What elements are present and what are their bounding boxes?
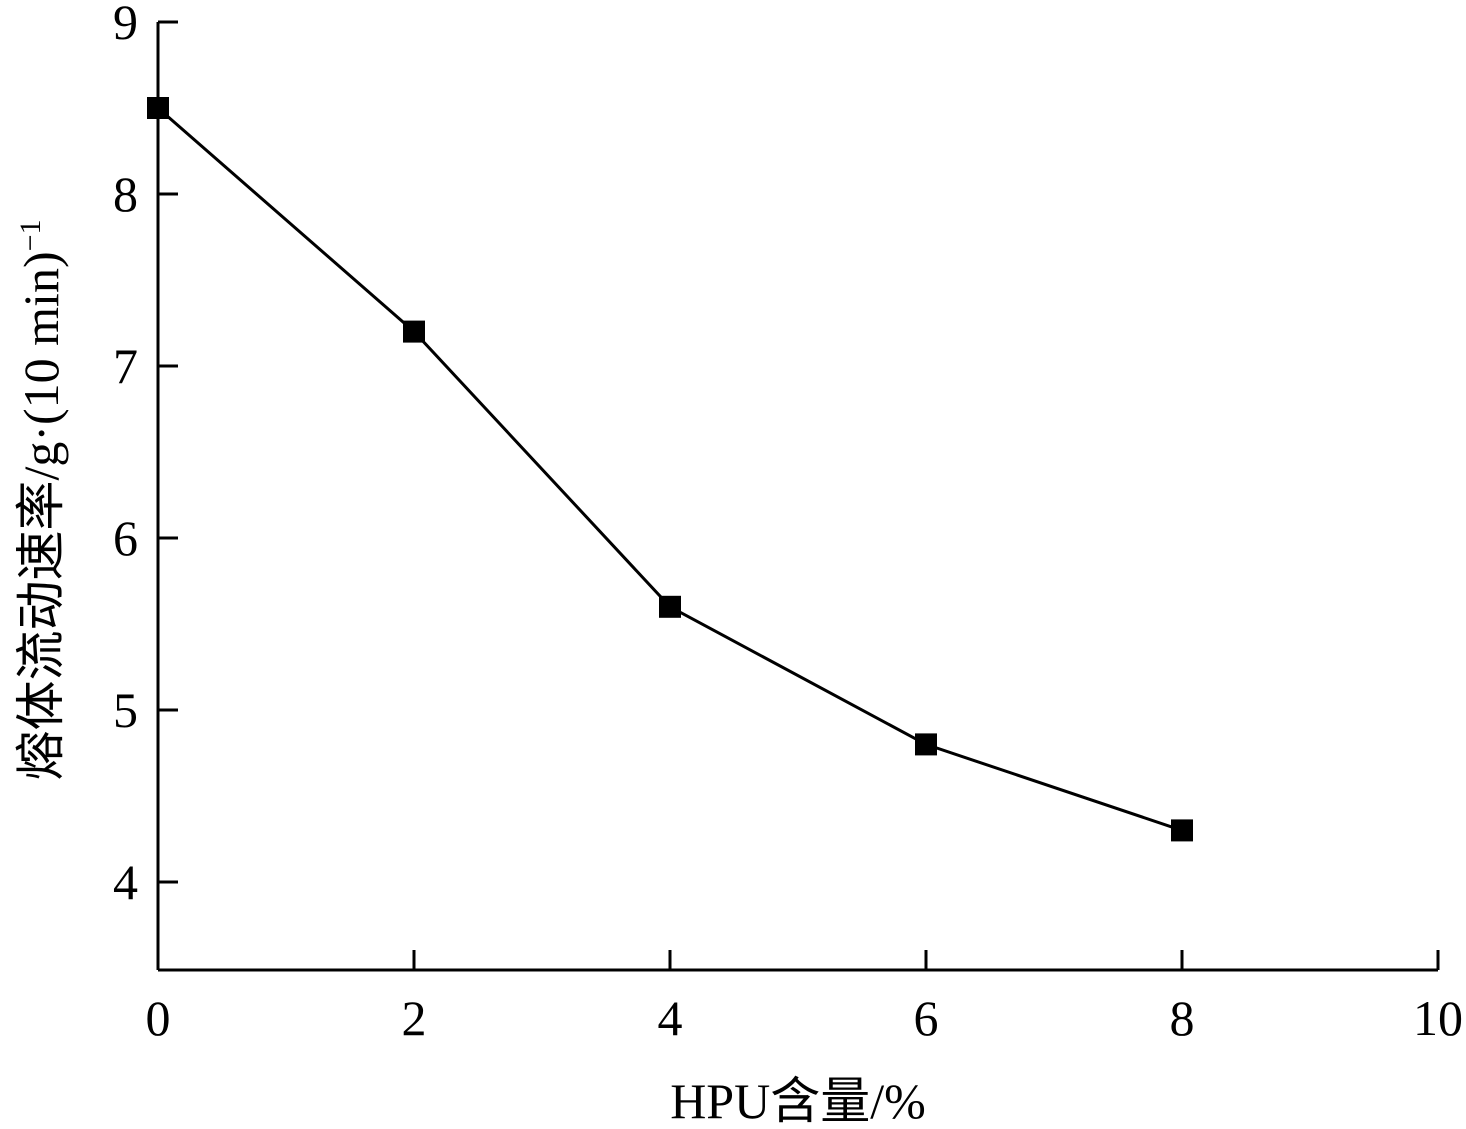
data-point-marker — [1171, 819, 1193, 842]
y-tick-label: 6 — [113, 510, 138, 566]
x-ticks: 0 2 4 6 8 10 — [146, 950, 1463, 1046]
data-point-marker — [659, 595, 681, 618]
data-point-marker — [147, 97, 169, 119]
y-axis-title: 熔体流动速率/g·(10 min)−1 — [13, 219, 69, 780]
data-point-marker — [403, 320, 425, 343]
data-point-marker — [915, 733, 937, 756]
y-tick-label: 5 — [113, 682, 138, 738]
y-tick-label: 8 — [113, 166, 138, 222]
y-tick-label: 9 — [113, 0, 138, 50]
x-tick-label: 4 — [658, 990, 683, 1046]
y-ticks: 4 5 6 7 8 9 — [113, 0, 178, 910]
y-tick-label: 4 — [113, 854, 138, 910]
y-axis-title-main: 熔体流动速率/g·(10 min) — [13, 251, 69, 780]
x-tick-label: 10 — [1413, 990, 1463, 1046]
y-axis-title-sup: −1 — [14, 219, 47, 251]
series-line — [157, 106, 1183, 832]
x-tick-label: 8 — [1170, 990, 1195, 1046]
series-layer — [147, 97, 1193, 842]
axes — [156, 22, 1438, 972]
y-tick-label: 7 — [113, 338, 138, 394]
x-tick-label: 2 — [402, 990, 427, 1046]
x-tick-label: 0 — [146, 990, 171, 1046]
x-tick-label: 6 — [914, 990, 939, 1046]
x-axis-title: HPU含量/% — [670, 1073, 926, 1129]
